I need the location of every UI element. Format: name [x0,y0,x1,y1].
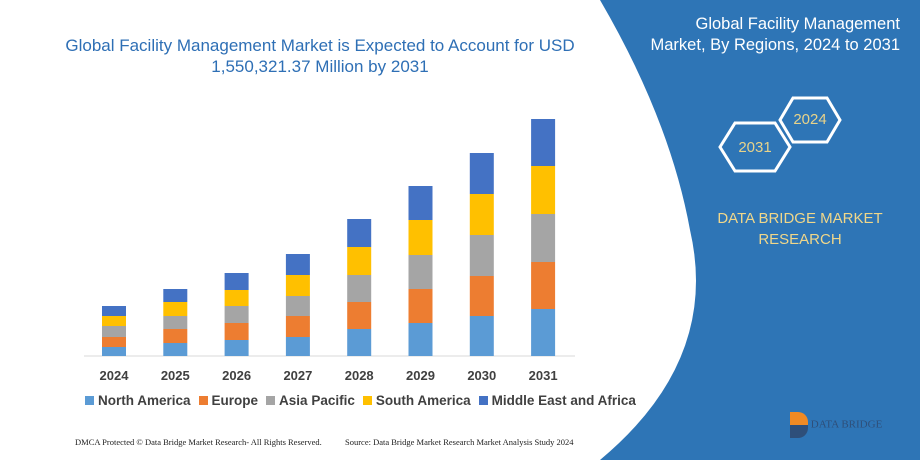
bar-segment-2031-north-america [531,309,556,356]
legend-label: Middle East and Africa [491,393,636,408]
bar-segment-2028-asia-pacific [347,275,372,302]
hexagon-2031 [718,121,792,173]
bar-segment-2024-asia-pacific [102,326,126,337]
legend-item: South America [362,393,471,408]
bar-segment-2028-south-america [347,247,372,275]
legend-swatch [85,396,94,405]
bar-segment-2024-europe [102,337,126,347]
bar-segment-2029-middle-east-and-africa [408,186,433,220]
logo-icon [790,412,808,438]
x-tick-label: 2027 [283,368,312,383]
x-tick-label: 2030 [467,368,496,383]
hex-label-2031: 2031 [738,139,772,156]
logo: DATA BRIDGE [790,412,882,438]
bar-segment-2027-south-america [285,275,310,296]
stacked-bar-chart: 2024 2025 2026 2027 2028 2029 2030 2031 [84,119,575,383]
chart-title: Global Facility Management Market is Exp… [65,36,575,76]
bar-segment-2030-middle-east-and-africa [469,153,494,194]
footer-copyright: DMCA Protected © Data Bridge Market Rese… [75,437,322,447]
bar-segment-2026-asia-pacific [224,306,249,323]
bar-segment-2028-europe [347,302,372,329]
bar-segment-2024-middle-east-and-africa [102,306,126,316]
bar-segment-2025-middle-east-and-africa [163,289,188,302]
bar-segment-2025-europe [163,329,188,343]
bar-segment-2027-europe [285,316,310,337]
x-tick-label: 2029 [406,368,435,383]
bar-segment-2029-asia-pacific [408,255,433,289]
bar-segment-2025-north-america [163,343,188,356]
bar-segment-2025-asia-pacific [163,316,188,329]
bar-segment-2025-south-america [163,302,188,316]
bar-segment-2028-north-america [347,329,372,356]
legend-label: Asia Pacific [279,393,355,408]
x-tick-label: 2025 [161,368,190,383]
legend-item: Asia Pacific [266,393,355,408]
bar-segment-2030-europe [469,276,494,316]
legend-swatch [362,396,372,405]
panel-title: Global Facility Management Market, By Re… [650,15,900,54]
bar-segment-2026-north-america [224,340,249,356]
footer-source: Source: Data Bridge Market Research Mark… [345,437,574,447]
legend-swatch [266,396,276,405]
legend-swatch [478,396,488,405]
bar-segment-2027-middle-east-and-africa [285,254,310,275]
x-tick-label: 2026 [222,368,251,383]
legend-label: Europe [211,393,259,408]
bar-segment-2024-north-america [102,347,126,356]
bar-segment-2031-middle-east-and-africa [531,119,556,166]
legend-swatch [198,396,208,405]
legend-item: Middle East and Africa [478,393,636,408]
bar-segment-2029-north-america [408,323,433,356]
bar-segment-2029-europe [408,289,433,323]
bar-segment-2031-asia-pacific [531,214,556,262]
bar-segment-2026-middle-east-and-africa [224,273,249,290]
x-tick-label: 2024 [100,368,130,383]
bar-segment-2026-south-america [224,290,249,306]
bar-segment-2028-middle-east-and-africa [347,219,372,247]
bar-segment-2027-asia-pacific [285,296,310,316]
bar-segment-2030-north-america [469,316,494,356]
legend-label: North America [98,393,191,408]
bar-segment-2031-south-america [531,166,556,214]
bar-segment-2030-asia-pacific [469,235,494,276]
legend-item: North America [85,393,191,408]
legend-label: South America [375,393,471,408]
x-tick-label: 2028 [345,368,374,383]
bar-segment-2030-south-america [469,194,494,235]
logo-text: DATA BRIDGE [810,418,883,431]
hex-label-2024: 2024 [793,111,827,128]
bar-segment-2029-south-america [408,220,433,255]
bar-segment-2026-europe [224,323,249,340]
legend-item: Europe [198,393,259,408]
x-tick-label: 2031 [529,368,558,383]
legend: North America Europe Asia Pacific South Ame… [85,393,636,408]
hexagon-2024 [778,96,842,144]
bar-segment-2031-europe [531,262,556,309]
brand-text: DATA BRIDGE MARKET RESEARCH [717,210,883,248]
bar-segment-2024-south-america [102,316,126,326]
bar-segment-2027-north-america [285,337,310,356]
